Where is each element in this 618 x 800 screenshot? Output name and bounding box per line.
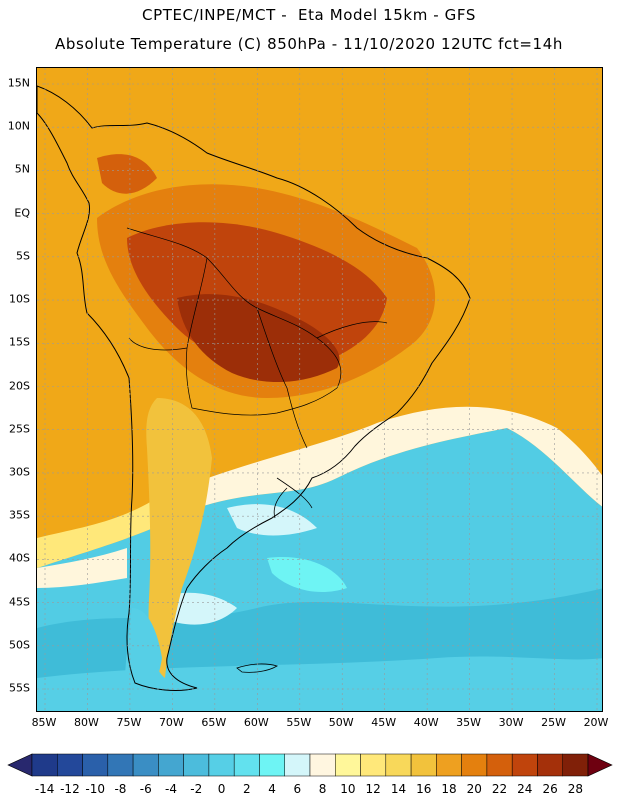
colorbar-tick-label: 18 xyxy=(441,782,457,796)
lon-label-25w: 25W xyxy=(541,716,566,729)
hottest-core-zone xyxy=(177,294,340,383)
river-plate-outline xyxy=(273,477,313,519)
colorbar-swatch xyxy=(208,753,235,777)
colorbar-swatch xyxy=(57,753,83,777)
lon-label-30w: 30W xyxy=(498,716,524,729)
colorbar-swatch xyxy=(537,753,563,777)
frontal-zone xyxy=(157,406,602,508)
lon-label-55w: 55W xyxy=(286,716,312,729)
colorbar-swatch xyxy=(158,753,184,777)
lat-label-10n: 10N xyxy=(7,119,30,133)
map-subtitle: Absolute Temperature (C) 850hPa - 11/10/… xyxy=(55,35,563,53)
colorbar-swatch xyxy=(132,753,159,777)
lat-label-15s: 15S xyxy=(9,335,30,349)
cyan-patch xyxy=(267,557,347,593)
colorbar-tick-label: 6 xyxy=(293,782,302,796)
lat-label-30s: 30S xyxy=(9,465,30,479)
colorbar-swatch xyxy=(562,753,589,777)
colorbar-tick-label: 26 xyxy=(542,782,558,796)
lon-label-60w: 60W xyxy=(243,716,269,729)
far-south-band xyxy=(37,656,602,711)
colorbar-swatch xyxy=(335,753,361,777)
colorbar-tick-label: -10 xyxy=(85,782,105,796)
northern-warm-patch xyxy=(97,154,157,194)
colorbar-low-arrow xyxy=(7,753,33,777)
falkland-islands-outline xyxy=(236,663,278,673)
lon-label-80w: 80W xyxy=(74,716,99,729)
colorbar-tick-label: 14 xyxy=(390,782,407,796)
colorbar-tick-label: -2 xyxy=(190,782,203,796)
colorbar-swatch xyxy=(410,753,437,777)
colorbar-tick-label: 10 xyxy=(340,782,356,796)
lat-label-5s: 5S xyxy=(16,249,30,263)
lon-label-20w: 20W xyxy=(583,716,609,729)
lon-label-45w: 45W xyxy=(371,716,397,729)
lon-label-35w: 35W xyxy=(456,716,482,729)
lon-label-85w: 85W xyxy=(31,716,57,729)
colorbar-swatch xyxy=(436,753,462,777)
colorbar-tick-label: -12 xyxy=(60,782,80,796)
colorbar-swatch xyxy=(183,753,210,777)
colorbar-tick-label: 20 xyxy=(466,782,482,796)
colorbar-swatch xyxy=(82,753,109,777)
colorbar-swatch xyxy=(107,753,134,777)
colorbar-swatch xyxy=(385,753,412,777)
colorbar-tick-label: -4 xyxy=(165,782,177,796)
lon-label-70w: 70W xyxy=(158,716,184,729)
lon-label-65w: 65W xyxy=(201,716,227,729)
colorbar-swatch xyxy=(259,753,285,777)
colorbar-swatch xyxy=(461,753,488,777)
lat-label-50s: 50S xyxy=(9,638,30,652)
colorbar-tick-label: 12 xyxy=(365,782,381,796)
map-title: CPTEC/INPE/MCT - Eta Model 15km - GFS xyxy=(142,6,476,24)
lat-label-35s: 35S xyxy=(9,508,30,522)
lat-label-45s: 45S xyxy=(9,595,30,609)
colorbar-swatch xyxy=(284,753,311,777)
colorbar-swatch xyxy=(486,753,513,777)
colorbar-tick-label: -8 xyxy=(114,782,127,796)
colorbar-tick-label: 16 xyxy=(416,782,432,796)
colorbar-swatch xyxy=(233,753,260,777)
country-borders xyxy=(126,227,388,449)
colorbar-tick-label: -6 xyxy=(139,782,152,796)
colorbar-tick-label: 4 xyxy=(268,782,276,796)
southern-cone-warm-tongue xyxy=(146,398,212,678)
colorbar-tick-label: 24 xyxy=(517,782,533,796)
lat-label-5n: 5N xyxy=(14,162,30,176)
map-canvas xyxy=(37,68,602,711)
lat-label-20s: 20S xyxy=(9,379,30,392)
south-america-coastline xyxy=(37,85,471,691)
colorbar-swatch xyxy=(309,753,336,777)
colorbar-tick-label: 28 xyxy=(567,782,583,796)
lon-label-40w: 40W xyxy=(413,716,439,729)
lat-label-15n: 15N xyxy=(7,76,30,90)
lat-label-10s: 10S xyxy=(9,292,30,306)
patagonia-cold-zone xyxy=(122,608,162,711)
lat-label-eq: EQ xyxy=(14,206,30,220)
light-blue-patch-1 xyxy=(227,504,317,536)
lat-label-55s: 55S xyxy=(9,681,30,695)
colorbar-tick-label: 0 xyxy=(217,782,226,796)
colorbar-swatch xyxy=(31,753,58,777)
cream-band-west xyxy=(37,548,127,588)
lat-label-40s: 40S xyxy=(9,551,30,565)
colorbar xyxy=(7,753,613,777)
colorbar-tick-label: 2 xyxy=(242,782,251,796)
lon-label-75w: 75W xyxy=(116,716,142,729)
colorbar-tick-label: 22 xyxy=(491,782,508,796)
lon-label-50w: 50W xyxy=(328,716,354,729)
colorbar-tick-label: -14 xyxy=(34,782,55,796)
colorbar-swatch xyxy=(360,753,387,777)
temperature-map xyxy=(36,67,603,712)
colorbar-tick-label: 8 xyxy=(318,782,327,796)
lat-label-25s: 25S xyxy=(9,422,30,436)
colorbar-high-arrow xyxy=(587,753,613,777)
colorbar-swatch xyxy=(511,753,538,777)
